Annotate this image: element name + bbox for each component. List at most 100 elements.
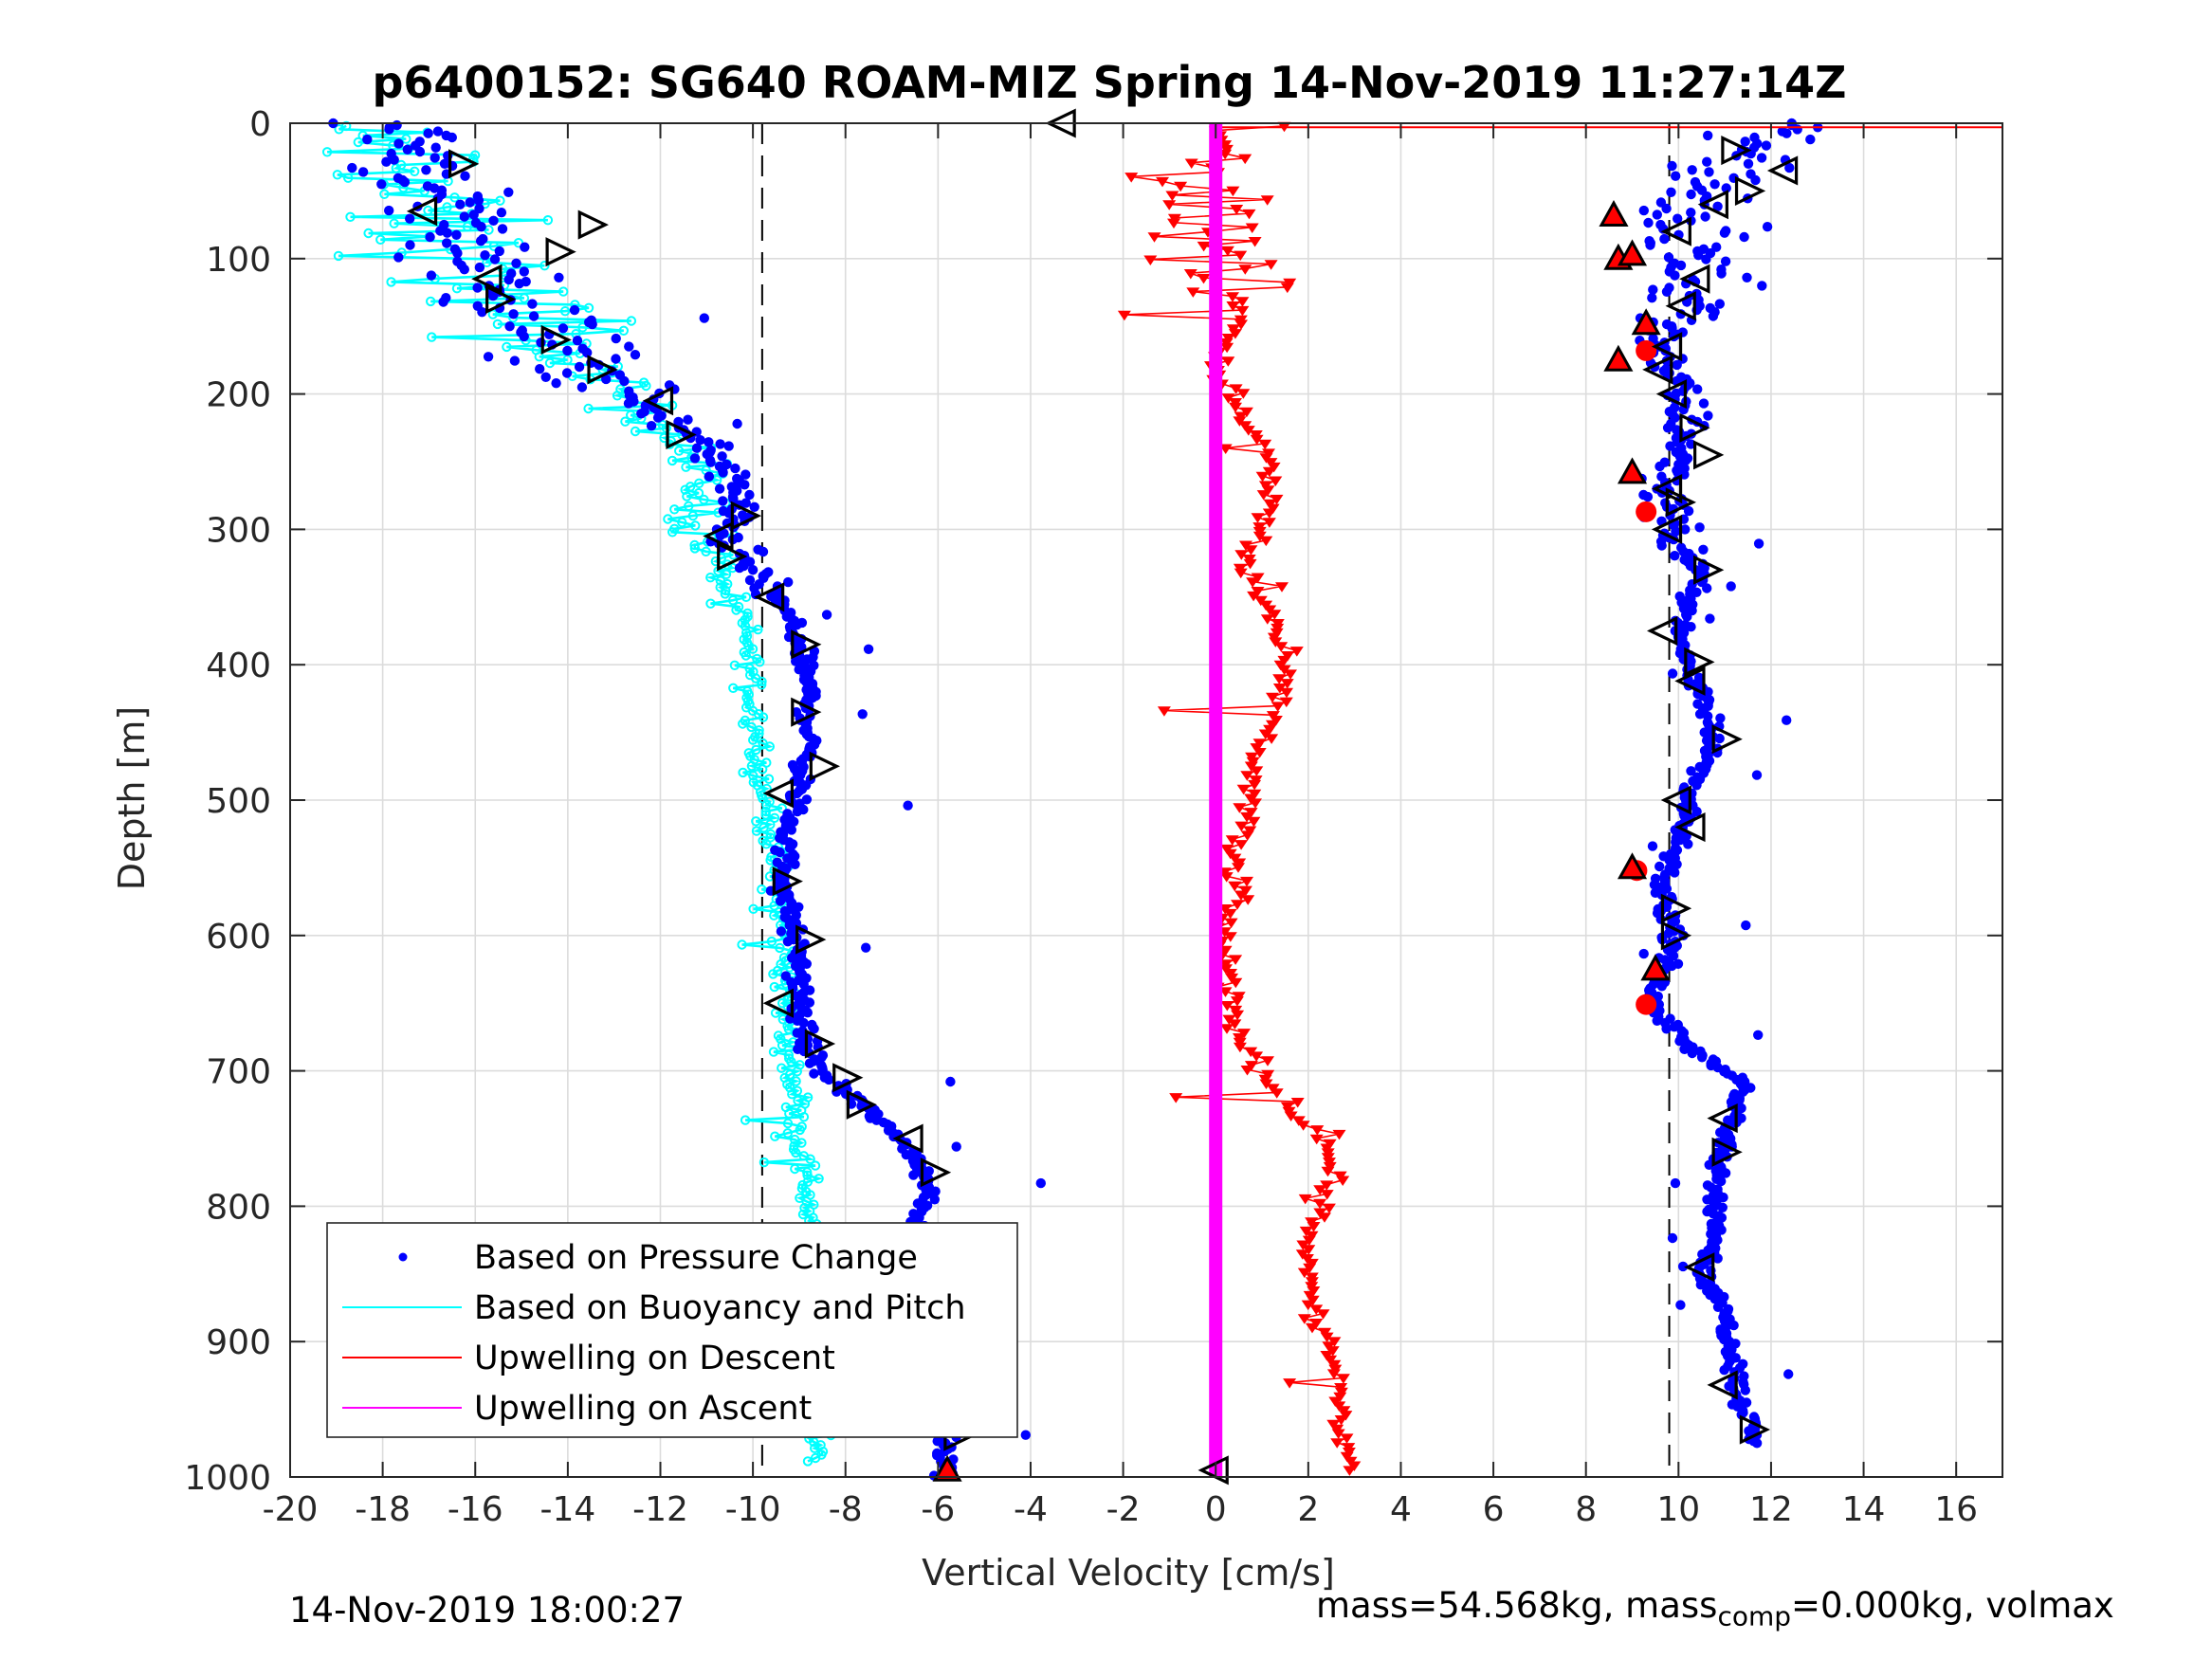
upwelling-descent-point xyxy=(1240,1066,1254,1076)
buoyancy-pitch-point xyxy=(740,621,751,631)
buoyancy-pitch-point xyxy=(721,569,732,579)
pressure-change-point xyxy=(430,142,441,153)
pressure-change-point xyxy=(1652,210,1663,220)
pressure-change-point xyxy=(1698,398,1709,409)
pressure-change-point xyxy=(509,356,521,366)
pressure-change-point xyxy=(405,213,415,224)
pressure-change-point xyxy=(1805,134,1816,145)
upwelling-descent-point xyxy=(1221,393,1235,404)
pressure-change-point xyxy=(503,274,514,285)
pressure-change-point xyxy=(786,825,796,835)
buoyancy-pitch-point xyxy=(694,478,704,488)
pressure-change-point xyxy=(561,368,573,378)
pressure-change-point xyxy=(473,195,484,206)
triangle-marker xyxy=(642,386,674,416)
buoyancy-pitch-point xyxy=(681,462,691,472)
buoyancy-pitch-point xyxy=(769,981,779,993)
pressure-change-point xyxy=(1648,284,1658,295)
triangle-marker xyxy=(730,501,762,531)
pressure-change-point xyxy=(405,240,415,250)
y-axis-label: Depth [m] xyxy=(111,706,153,891)
pressure-change-point xyxy=(474,262,485,273)
upwelling-descent-point xyxy=(1297,1267,1311,1279)
buoyancy-pitch-point xyxy=(427,332,437,342)
pressure-change-point xyxy=(347,162,357,173)
upwelling-descent-point xyxy=(1269,476,1283,486)
upwelling-descent-point xyxy=(1246,577,1260,588)
upwelling-descent-point xyxy=(1334,1415,1348,1426)
pressure-change-point xyxy=(1782,715,1792,725)
buoyancy-pitch-point xyxy=(775,942,785,954)
pressure-change-point xyxy=(503,187,514,197)
pressure-change-point xyxy=(1757,281,1767,291)
buoyancy-pitch-point xyxy=(814,1174,824,1184)
pressure-change-point xyxy=(718,467,728,478)
buoyancy-pitch-point xyxy=(769,910,779,921)
footer-mass-info: mass=54.568kg, masscomp=0.000kg, volmax xyxy=(1316,1585,2114,1632)
pressure-change-point xyxy=(798,979,809,990)
pressure-change-point xyxy=(1682,611,1692,622)
pressure-change-point xyxy=(691,443,703,453)
pressure-change-point xyxy=(809,1068,819,1079)
buoyancy-pitch-point xyxy=(363,228,374,239)
pressure-change-point xyxy=(705,457,716,467)
upwelling-descent-point xyxy=(1318,1212,1331,1223)
pressure-change-point xyxy=(1742,272,1752,283)
upwelling-descent-point xyxy=(1298,1194,1312,1205)
pressure-change-point xyxy=(1686,622,1696,632)
pressure-change-point xyxy=(734,562,745,574)
pressure-change-point xyxy=(1712,201,1723,211)
triangle-marker xyxy=(1660,893,1692,923)
buoyancy-pitch-point xyxy=(542,215,554,226)
buoyancy-pitch-point xyxy=(748,903,759,914)
pressure-change-point xyxy=(384,124,394,135)
pressure-change-point xyxy=(489,254,501,264)
triangle-marker xyxy=(1679,412,1710,443)
pressure-change-point xyxy=(389,155,399,165)
upwelling-descent-point xyxy=(1231,900,1244,910)
pressure-change-point xyxy=(1659,233,1670,245)
triangle-marker xyxy=(1693,440,1725,470)
triangle-marker xyxy=(791,629,822,660)
pressure-change-point xyxy=(528,311,539,321)
pressure-change-point xyxy=(459,264,469,275)
buoyancy-pitch-point xyxy=(334,124,344,135)
pressure-change-point xyxy=(1784,162,1795,173)
upwelling-descent-point xyxy=(1280,283,1294,294)
buoyancy-pitch-point xyxy=(768,1047,779,1057)
triangle-marker xyxy=(1707,1103,1738,1134)
y-tick-label: 800 xyxy=(206,1188,271,1227)
triangle-marker xyxy=(772,866,803,897)
buoyancy-pitch-point xyxy=(740,592,752,602)
pressure-change-point xyxy=(402,144,412,155)
pressure-change-point xyxy=(582,347,593,358)
pressure-change-point xyxy=(1704,167,1714,177)
triangle-marker xyxy=(809,751,841,781)
upwelling-descent-point xyxy=(1301,1300,1315,1311)
pressure-change-point xyxy=(527,299,538,309)
pressure-change-point xyxy=(562,345,573,356)
upwelling-descent-point xyxy=(1234,840,1249,850)
upwelling-descent-point xyxy=(1234,250,1248,262)
pressure-change-point xyxy=(1728,1320,1739,1331)
pressure-change-point xyxy=(497,224,508,234)
upwelling-descent-point xyxy=(1162,200,1177,210)
pressure-change-point xyxy=(1671,171,1681,181)
pressure-change-point xyxy=(504,321,515,332)
buoyancy-pitch-point xyxy=(705,598,716,609)
legend-marker xyxy=(398,1252,408,1262)
legend-label: Upwelling on Ascent xyxy=(474,1390,812,1428)
triangle-marker xyxy=(1651,514,1683,544)
pressure-change-point xyxy=(1702,583,1712,593)
upwelling-descent-point xyxy=(1284,669,1297,680)
upwelling-descent-point xyxy=(1279,697,1293,708)
upwelling-descent-point xyxy=(1225,835,1239,846)
upwelling-descent-point xyxy=(1249,798,1262,809)
pressure-change-point xyxy=(1762,222,1773,232)
x-tick-label: -4 xyxy=(1014,1490,1048,1529)
buoyancy-pitch-point xyxy=(782,1118,794,1129)
pressure-change-point xyxy=(508,309,519,319)
x-tick-label: -10 xyxy=(725,1490,781,1529)
upwelling-descent-point xyxy=(1322,1203,1336,1214)
footer-timestamp: 14-Nov-2019 18:00:27 xyxy=(289,1590,686,1631)
